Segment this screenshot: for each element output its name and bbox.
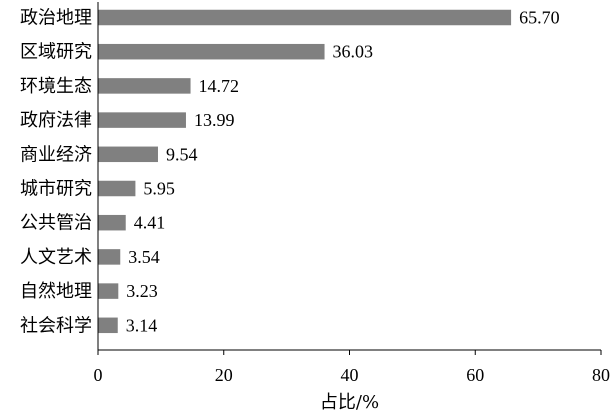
value-label: 5.95 xyxy=(143,179,175,199)
category-label: 政府法律 xyxy=(20,110,92,131)
bar xyxy=(98,43,325,60)
bar xyxy=(98,9,512,26)
category-label: 区域研究 xyxy=(20,42,92,63)
category-label: 政治地理 xyxy=(20,8,92,29)
category-label: 商业经济 xyxy=(20,144,92,165)
value-label: 9.54 xyxy=(166,144,198,164)
value-label: 14.72 xyxy=(199,76,240,96)
bar xyxy=(98,180,136,197)
category-label: 城市研究 xyxy=(20,179,92,200)
x-tick-label: 0 xyxy=(94,365,103,385)
x-tick-label: 60 xyxy=(466,365,484,385)
x-axis-ticks: 0 20 40 60 80 xyxy=(94,350,610,385)
value-label: 4.41 xyxy=(134,213,166,233)
bar xyxy=(98,317,118,334)
value-label: 13.99 xyxy=(194,110,235,130)
bar xyxy=(98,146,158,163)
value-label: 3.14 xyxy=(126,315,158,335)
value-label: 3.23 xyxy=(126,281,158,301)
value-label: 65.70 xyxy=(519,8,560,28)
x-tick-label: 20 xyxy=(215,365,233,385)
bar xyxy=(98,78,191,94)
bar xyxy=(98,112,186,128)
value-label: 3.54 xyxy=(128,247,160,267)
bars-group xyxy=(98,9,512,334)
category-label: 人文艺术 xyxy=(20,247,92,268)
value-label: 36.03 xyxy=(333,42,374,62)
category-label: 环境生态 xyxy=(20,76,92,97)
x-axis-title: 占比/% xyxy=(320,392,379,413)
category-label: 社会科学 xyxy=(20,315,92,336)
category-label: 公共管治 xyxy=(20,213,92,234)
x-tick-label: 80 xyxy=(592,365,610,385)
value-labels: 65.70 36.03 14.72 13.99 9.54 5.95 4.41 3.54 3.23… xyxy=(126,8,560,336)
bar xyxy=(98,214,126,231)
bar xyxy=(98,249,121,265)
bar xyxy=(98,283,119,299)
category-label: 自然地理 xyxy=(20,281,92,302)
x-tick-label: 40 xyxy=(341,365,359,385)
